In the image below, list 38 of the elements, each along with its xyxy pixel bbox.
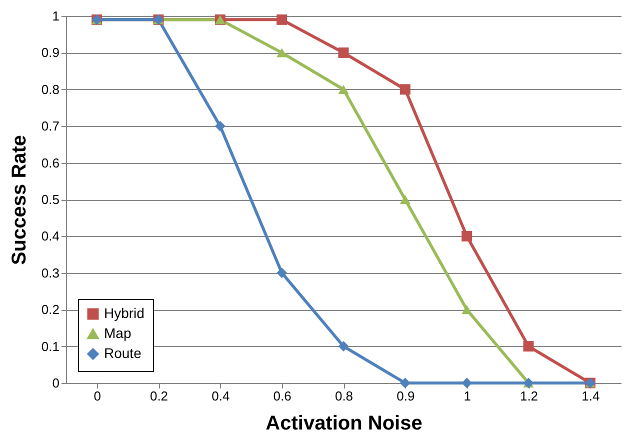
y-tick-label: 0.8 [41,82,60,97]
point [400,194,410,204]
y-tick-label: 0.7 [41,118,60,134]
point [276,14,288,25]
point [214,120,226,132]
y-tick-label: 1 [52,8,60,24]
legend-label: Route [104,345,142,361]
x-tick-label: 1 [464,388,471,404]
x-tick-label: 0.9 [396,388,415,404]
point [400,378,410,388]
x-tick-label: 1.2 [520,388,538,404]
y-tick-label: 0.1 [41,338,60,354]
point [400,84,410,95]
y-tick-label: 0.9 [41,45,60,60]
point [462,305,472,314]
y-tick-label: 0.2 [41,302,60,318]
x-axis-title: Activation Noise [266,412,422,434]
point [276,48,288,58]
y-axis-title: Success Rate [8,134,30,266]
x-tick-label: 0.4 [212,388,230,404]
y-tick-label: 0.4 [41,228,60,244]
y-tick-label: 0 [52,376,60,390]
point [462,230,472,242]
y-tick-label: 0.6 [41,155,60,170]
x-tick-label: 0.6 [273,388,292,404]
y-tick-label: 0.5 [41,192,60,207]
x-tick-label: 0 [94,388,101,404]
point [338,84,349,94]
y-tick-label: 0.3 [41,265,60,280]
point [338,47,349,58]
x-tick-label: 1.4 [582,388,600,404]
point [276,268,288,278]
point [338,341,349,352]
legend-label: Map [104,325,132,341]
x-tick-label: 0.8 [334,388,354,404]
x-tick-label: 0.2 [150,388,168,404]
point [523,341,534,352]
legend-label: Hybrid [104,305,144,321]
